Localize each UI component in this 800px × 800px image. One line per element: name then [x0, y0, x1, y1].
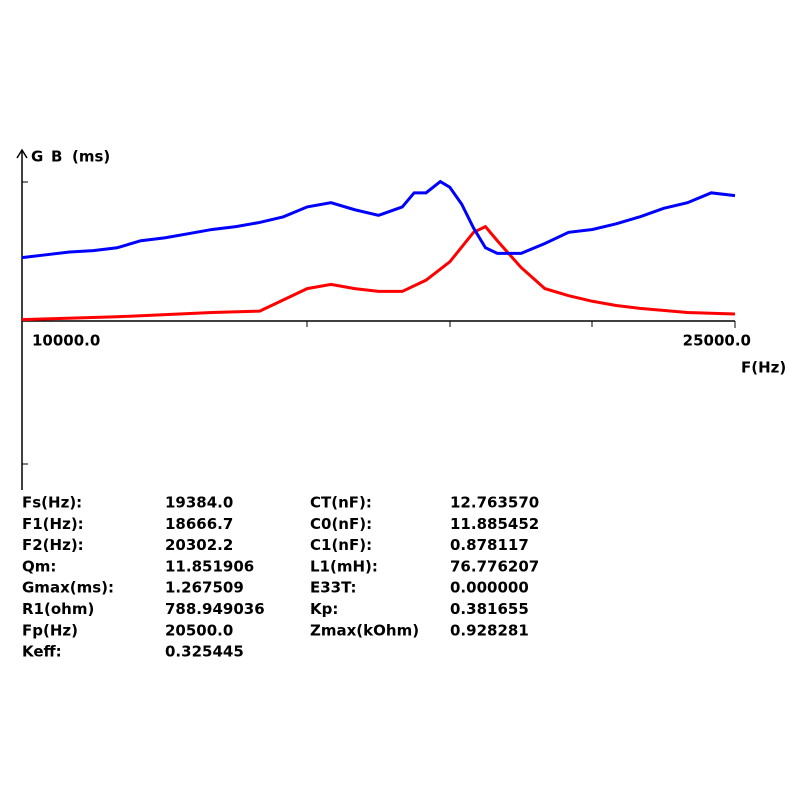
series-line: [21, 224, 736, 322]
y-axis-arrow: [16, 148, 28, 159]
x-tick-label: 25000.0: [683, 332, 751, 350]
parameter-value: 0.325445: [165, 643, 244, 661]
parameter-value: 19384.0: [165, 494, 233, 512]
parameter-label: C0(nF):: [310, 515, 372, 533]
parameter-value: 788.949036: [165, 600, 265, 618]
parameter-label: CT(nF):: [310, 494, 372, 512]
parameter-label: Gmax(ms):: [22, 579, 114, 597]
parameter-value: 20302.2: [165, 536, 233, 554]
parameter-label: Keff:: [22, 643, 62, 661]
parameter-label: Fs(Hz):: [22, 494, 82, 512]
parameter-value: 11.851906: [165, 557, 254, 575]
parameter-label: C1(nF):: [310, 536, 372, 554]
legend-entry: B: [51, 148, 62, 166]
parameter-label: E33T:: [310, 579, 357, 597]
parameter-value: 0.000000: [450, 579, 529, 597]
parameter-value: 1.267509: [165, 579, 244, 597]
parameter-value: 11.885452: [450, 515, 539, 533]
parameter-label: F1(Hz):: [22, 515, 84, 533]
parameter-label: Zmax(kOhm): [310, 621, 419, 639]
series-line: [21, 179, 736, 260]
parameter-label: L1(mH):: [310, 557, 378, 575]
parameter-value: 0.928281: [450, 621, 529, 639]
parameter-label: R1(ohm): [22, 600, 94, 618]
parameter-label: F2(Hz):: [22, 536, 84, 554]
parameter-value: 12.763570: [450, 494, 539, 512]
parameter-label: Kp:: [310, 600, 338, 618]
parameter-label: Fp(Hz): [22, 621, 78, 639]
parameter-value: 0.381655: [450, 600, 529, 618]
parameter-value: 18666.7: [165, 515, 233, 533]
parameter-value: 76.776207: [450, 557, 539, 575]
legend-entry: G: [31, 148, 43, 166]
parameter-value: 0.878117: [450, 536, 529, 554]
x-axis-label: F(Hz): [741, 359, 786, 377]
parameter-label: Qm:: [22, 557, 56, 575]
parameter-value: 20500.0: [165, 621, 233, 639]
y-axis-label: (ms): [72, 148, 110, 166]
x-tick-label: 10000.0: [32, 332, 100, 350]
